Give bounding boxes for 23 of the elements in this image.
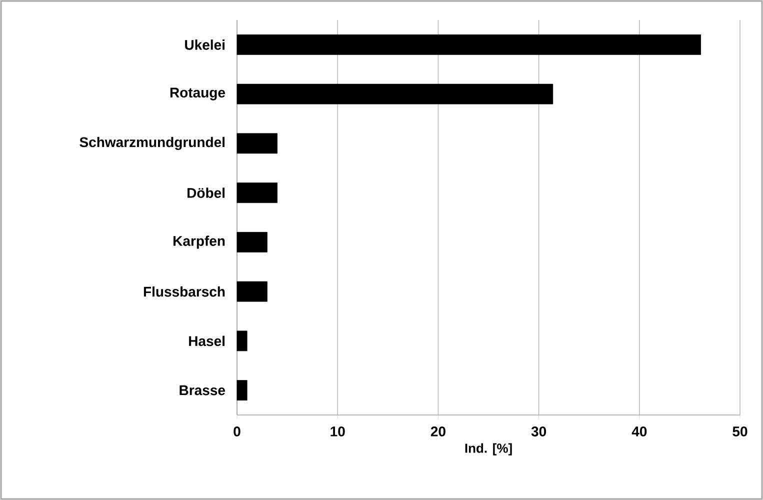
bar — [236, 281, 268, 302]
x-axis-title: Ind. [%] — [465, 443, 512, 456]
y-tick-label: Ukelei — [185, 40, 224, 50]
bar — [236, 330, 248, 352]
bar — [236, 84, 554, 104]
x-tick-label: 50 — [732, 426, 748, 436]
y-tick-label: Döbel — [188, 188, 225, 198]
y-tick-label: Brasse — [180, 385, 225, 396]
y-tick-label: Rotauge — [170, 88, 226, 100]
bar — [236, 182, 278, 204]
x-tick-label: 20 — [430, 426, 446, 436]
x-tick-label: 10 — [330, 426, 345, 436]
bar — [236, 380, 248, 401]
y-tick-label: Flussbarsch — [144, 286, 225, 297]
x-tick-label: 40 — [632, 426, 647, 436]
y-tick-label: Karpfen — [174, 236, 225, 249]
bar — [236, 133, 278, 154]
y-tick-label: Hasel — [189, 336, 224, 346]
y-tick-label: Schwarzmundgrundel — [80, 136, 225, 150]
x-tick-label: 30 — [531, 426, 546, 436]
bar — [236, 34, 701, 55]
x-tick-label: 0 — [234, 426, 240, 436]
bar — [236, 232, 268, 252]
